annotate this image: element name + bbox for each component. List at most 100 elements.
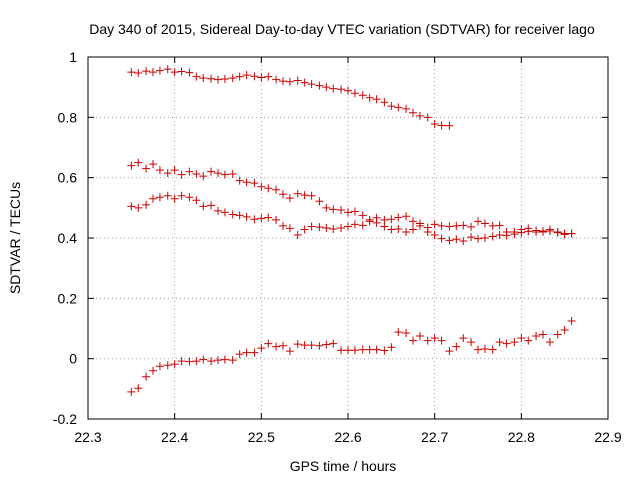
data-point: [560, 229, 569, 238]
data-point: [285, 224, 294, 233]
data-point: [307, 222, 316, 231]
data-point: [285, 347, 294, 356]
data-point: [214, 356, 222, 365]
data-point: [467, 233, 476, 242]
data-point: [445, 222, 454, 231]
data-point: [264, 72, 273, 81]
data-point: [149, 68, 157, 77]
data-point: [337, 224, 346, 233]
data-point: [415, 332, 424, 341]
data-point: [279, 341, 287, 350]
data-point: [207, 74, 216, 83]
data-point: [344, 346, 352, 355]
data-point: [445, 236, 454, 245]
x-tick-label: 22.5: [248, 429, 275, 445]
data-point: [322, 83, 331, 92]
data-point: [437, 221, 446, 230]
data-point: [293, 230, 302, 239]
data-point: [532, 332, 541, 341]
data-point: [235, 211, 244, 220]
data-point: [539, 330, 547, 339]
data-point: [423, 227, 432, 236]
data-point: [228, 74, 237, 83]
data-point: [430, 220, 439, 229]
data-point: [214, 75, 222, 84]
data-point: [155, 66, 164, 75]
data-point: [350, 89, 359, 98]
data-point: [220, 208, 229, 217]
data-point: [358, 91, 367, 100]
data-point: [242, 212, 251, 221]
data-point: [532, 227, 541, 236]
data-point: [350, 207, 359, 216]
data-point: [214, 169, 222, 178]
data-point: [402, 104, 411, 113]
data-point: [307, 341, 316, 350]
x-axis-ticks: 22.3 22.4 22.5 22.6 22.7 22.8 22.9: [74, 57, 622, 445]
data-point: [264, 184, 273, 193]
data-point: [344, 208, 352, 217]
data-point: [329, 205, 338, 214]
data-point: [272, 185, 281, 194]
data-point: [394, 213, 403, 222]
data-point: [322, 203, 331, 212]
data-point: [192, 170, 201, 179]
data-point: [480, 219, 489, 228]
data-point: [235, 350, 244, 359]
data-point: [134, 68, 143, 77]
x-tick-label: 22.8: [508, 429, 535, 445]
data-point: [199, 172, 208, 181]
data-point: [437, 336, 446, 345]
data-point: [228, 356, 237, 365]
data-point: [380, 222, 389, 231]
data-point: [199, 74, 208, 83]
data-point: [300, 225, 309, 234]
data-point: [192, 196, 201, 205]
data-point: [459, 237, 468, 246]
data-point: [207, 201, 216, 210]
data-point: [474, 217, 482, 226]
data-point: [207, 357, 216, 366]
data-point: [480, 345, 489, 354]
y-tick-label: 0.6: [58, 170, 78, 186]
data-point: [220, 170, 229, 179]
data-point: [553, 227, 562, 236]
data-point: [539, 227, 547, 236]
data-point: [387, 225, 396, 234]
data-point: [437, 121, 446, 130]
data-point: [177, 357, 186, 366]
series-3: [127, 191, 576, 246]
data-point: [380, 346, 389, 355]
data-point: [452, 235, 461, 244]
data-point: [142, 164, 151, 173]
data-point: [423, 113, 432, 122]
data-point: [257, 182, 266, 191]
data-point: [322, 340, 331, 349]
data-point: [372, 218, 381, 227]
data-point: [293, 76, 302, 85]
data-point: [474, 234, 482, 243]
data-point: [409, 225, 417, 234]
data-point: [257, 73, 266, 82]
data-point: [350, 346, 359, 355]
data-point: [560, 326, 569, 335]
data-point: [545, 225, 554, 234]
data-point: [329, 224, 338, 233]
data-point: [409, 336, 417, 345]
data-point: [228, 170, 237, 179]
data-point: [402, 227, 411, 236]
y-axis-ticks: -0.2 0 0.2 0.4 0.6 0.8 1: [53, 49, 608, 427]
data-point: [228, 210, 237, 219]
x-tick-label: 22.6: [334, 429, 361, 445]
data-point: [250, 215, 259, 224]
data-point: [272, 75, 281, 84]
data-point: [170, 194, 179, 203]
y-tick-label: 1: [69, 49, 77, 65]
data-point: [257, 214, 266, 223]
data-point: [177, 170, 186, 179]
data-point: [329, 339, 338, 348]
data-point: [134, 158, 143, 167]
data-point: [524, 336, 533, 345]
data-points: [127, 65, 576, 396]
